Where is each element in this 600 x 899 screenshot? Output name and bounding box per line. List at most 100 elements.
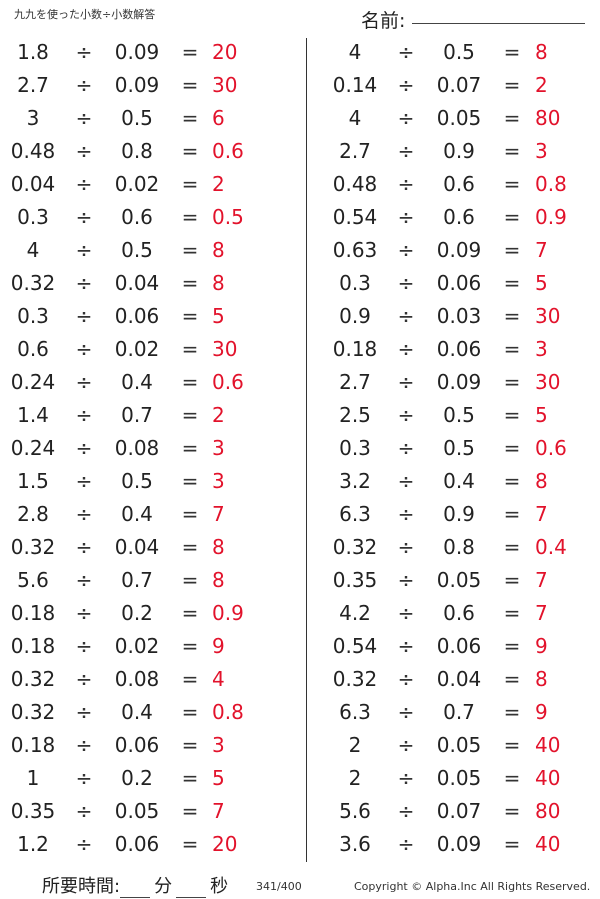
equals-sign: = <box>181 337 199 361</box>
divisor: 0.06 <box>114 832 160 856</box>
dividend: 0.32 <box>332 535 378 559</box>
problem-row: 0.32 ÷ 0.04 = 8 <box>310 663 600 696</box>
dividend: 0.24 <box>10 436 56 460</box>
dividend: 3 <box>26 106 40 130</box>
problem-row: 0.18 ÷ 0.02 = 9 <box>0 630 290 663</box>
dividend: 0.18 <box>10 634 56 658</box>
divisor: 0.05 <box>436 766 482 790</box>
dividend: 0.3 <box>339 436 371 460</box>
dividend: 4.2 <box>339 601 371 625</box>
divisor: 0.04 <box>114 271 160 295</box>
dividend: 0.63 <box>332 238 378 262</box>
divisor: 0.6 <box>443 601 475 625</box>
seconds-blank[interactable] <box>176 879 207 898</box>
divisor: 0.02 <box>114 634 160 658</box>
divisor: 0.2 <box>121 601 153 625</box>
seconds-unit: 秒 <box>210 876 229 897</box>
answer: 0.4 <box>535 535 567 559</box>
minutes-blank[interactable] <box>120 879 151 898</box>
answer: 8 <box>212 238 225 262</box>
answer: 7 <box>212 502 225 526</box>
name-input-line[interactable] <box>412 23 585 24</box>
equals-sign: = <box>181 700 199 724</box>
equals-sign: = <box>181 370 199 394</box>
problem-row: 2 ÷ 0.05 = 40 <box>310 762 600 795</box>
equals-sign: = <box>181 766 199 790</box>
problem-row: 1 ÷ 0.2 = 5 <box>0 762 290 795</box>
divisor: 0.07 <box>436 799 482 823</box>
equals-sign: = <box>503 535 521 559</box>
equals-sign: = <box>503 205 521 229</box>
dividend: 1.4 <box>17 403 49 427</box>
divide-sign: ÷ <box>75 139 93 163</box>
dividend: 2.8 <box>17 502 49 526</box>
problem-row: 0.54 ÷ 0.06 = 9 <box>310 630 600 663</box>
answer: 8 <box>535 667 548 691</box>
equals-sign: = <box>503 271 521 295</box>
problem-row: 0.63 ÷ 0.09 = 7 <box>310 234 600 267</box>
dividend: 4 <box>26 238 40 262</box>
problem-row: 4.2 ÷ 0.6 = 7 <box>310 597 600 630</box>
problem-row: 4 ÷ 0.05 = 80 <box>310 102 600 135</box>
answer: 7 <box>535 601 548 625</box>
equals-sign: = <box>503 667 521 691</box>
answer: 9 <box>212 634 225 658</box>
equals-sign: = <box>503 172 521 196</box>
divide-sign: ÷ <box>75 370 93 394</box>
problem-row: 0.32 ÷ 0.8 = 0.4 <box>310 531 600 564</box>
divisor: 0.08 <box>114 667 160 691</box>
equals-sign: = <box>181 568 199 592</box>
answer: 3 <box>535 337 548 361</box>
divide-sign: ÷ <box>75 799 93 823</box>
equals-sign: = <box>181 535 199 559</box>
problem-row: 2.5 ÷ 0.5 = 5 <box>310 399 600 432</box>
equals-sign: = <box>181 601 199 625</box>
divisor: 0.5 <box>121 106 153 130</box>
divisor: 0.9 <box>443 139 475 163</box>
equals-sign: = <box>181 403 199 427</box>
answer: 0.8 <box>212 700 244 724</box>
divisor: 0.09 <box>436 370 482 394</box>
time-taken-label: 所要時間: <box>42 876 121 897</box>
divisor: 0.06 <box>436 634 482 658</box>
divisor: 0.4 <box>443 469 475 493</box>
answer: 80 <box>535 106 561 130</box>
divide-sign: ÷ <box>397 271 415 295</box>
divisor: 0.04 <box>114 535 160 559</box>
equals-sign: = <box>181 436 199 460</box>
answer: 8 <box>212 535 225 559</box>
problem-row: 0.18 ÷ 0.06 = 3 <box>0 729 290 762</box>
dividend: 0.32 <box>10 271 56 295</box>
copyright-notice: Copyright © Alpha.Inc All Rights Reserve… <box>354 880 591 893</box>
equals-sign: = <box>503 238 521 262</box>
dividend: 0.14 <box>332 73 378 97</box>
divisor: 0.4 <box>121 502 153 526</box>
minutes-unit: 分 <box>154 876 173 897</box>
answer: 7 <box>535 502 548 526</box>
divide-sign: ÷ <box>75 436 93 460</box>
divide-sign: ÷ <box>75 73 93 97</box>
divisor: 0.05 <box>436 106 482 130</box>
dividend: 4 <box>348 106 362 130</box>
answer: 80 <box>535 799 561 823</box>
answer: 8 <box>535 469 548 493</box>
dividend: 0.35 <box>10 799 56 823</box>
problem-row: 5.6 ÷ 0.07 = 80 <box>310 795 600 828</box>
divide-sign: ÷ <box>397 502 415 526</box>
dividend: 0.18 <box>332 337 378 361</box>
answer: 3 <box>212 436 225 460</box>
equals-sign: = <box>503 370 521 394</box>
column-divider <box>306 38 307 862</box>
answer: 8 <box>212 271 225 295</box>
dividend: 5.6 <box>17 568 49 592</box>
problem-row: 2 ÷ 0.05 = 40 <box>310 729 600 762</box>
divide-sign: ÷ <box>75 634 93 658</box>
divisor: 0.08 <box>114 436 160 460</box>
divisor: 0.06 <box>436 271 482 295</box>
answer: 20 <box>212 40 238 64</box>
divide-sign: ÷ <box>75 106 93 130</box>
answer: 0.8 <box>535 172 567 196</box>
dividend: 1.8 <box>17 40 49 64</box>
answer: 40 <box>535 733 561 757</box>
answer: 8 <box>535 40 548 64</box>
